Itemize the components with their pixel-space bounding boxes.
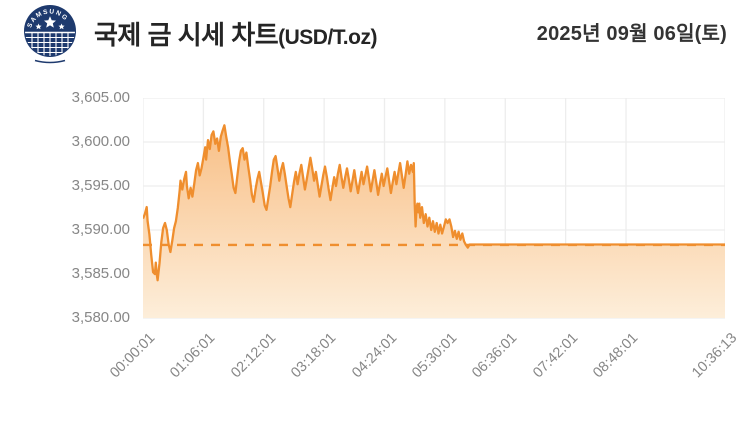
logo-swoosh-icon [34, 59, 66, 64]
chart-date: 2025년 09월 06일(토) [536, 23, 727, 45]
x-axis-label: 00:00:01 [107, 330, 159, 382]
y-axis-label: 3,595.00 [71, 177, 130, 194]
x-axis-label: 06:36:01 [469, 330, 521, 382]
gold-price-area-chart [143, 98, 725, 319]
y-axis-label: 3,600.00 [71, 133, 130, 150]
x-axis-label: 07:42:01 [529, 330, 581, 382]
logo-globe-grid-icon [25, 31, 75, 56]
logo-stars-icon [35, 16, 65, 30]
x-axis-label: 02:12:01 [227, 330, 280, 382]
x-axis-label: 03:18:01 [288, 330, 340, 382]
logo-globe-circle [24, 5, 76, 57]
y-axis-label: 3,590.00 [71, 221, 130, 238]
x-axis-label: 08:48:01 [590, 330, 642, 382]
y-axis-label: 3,580.00 [71, 309, 130, 326]
x-axis-label: 05:30:01 [408, 330, 461, 382]
x-axis-label: 01:06:01 [167, 330, 219, 382]
y-axis-label: 3,605.00 [71, 89, 130, 106]
price-area-fill [143, 125, 725, 318]
price-line [143, 124, 725, 282]
page-title-korean: 국제 금 시세 차트 [94, 20, 279, 50]
y-axis-label: 3,585.00 [71, 265, 130, 282]
x-axis-label: 04:24:01 [348, 330, 400, 382]
x-axis-label: 10:36:13 [689, 330, 741, 382]
page-title: 국제 금 시세 차트(USD/T.oz) [94, 15, 377, 52]
page-title-unit: (USD/T.oz) [278, 26, 377, 49]
samsung-gold-exchange-logo[interactable]: SAMSUNG [21, 3, 79, 65]
